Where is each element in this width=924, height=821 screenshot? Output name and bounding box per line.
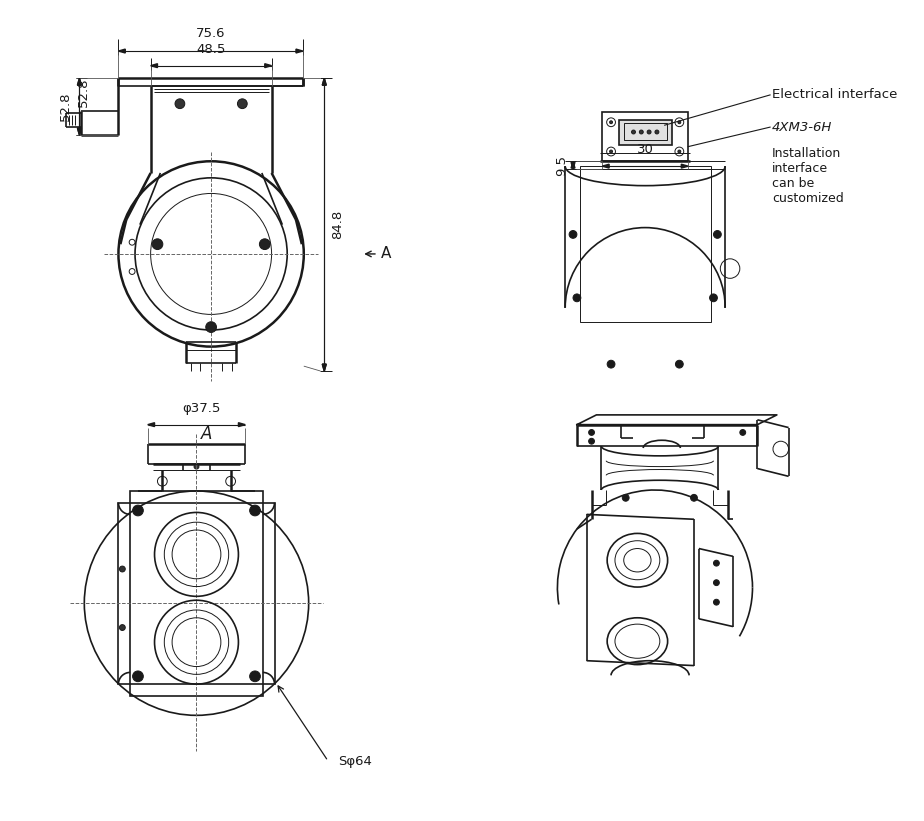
- Circle shape: [569, 231, 577, 238]
- Polygon shape: [151, 64, 157, 67]
- Text: 4XM3-6H: 4XM3-6H: [772, 121, 833, 134]
- Circle shape: [260, 239, 270, 250]
- Polygon shape: [602, 164, 609, 168]
- Circle shape: [573, 294, 581, 302]
- Circle shape: [610, 150, 613, 153]
- Circle shape: [713, 231, 722, 238]
- Polygon shape: [681, 164, 688, 168]
- Polygon shape: [265, 64, 272, 67]
- Circle shape: [655, 130, 659, 134]
- Circle shape: [249, 671, 261, 681]
- Circle shape: [194, 464, 199, 469]
- Bar: [580, 166, 711, 322]
- Circle shape: [690, 494, 698, 501]
- Circle shape: [740, 429, 746, 435]
- Circle shape: [589, 429, 594, 435]
- Text: Installation
interface
can be
customized: Installation interface can be customized: [772, 147, 844, 204]
- Bar: [118, 502, 274, 684]
- Bar: [619, 121, 672, 144]
- Circle shape: [713, 599, 720, 605]
- Circle shape: [678, 121, 681, 124]
- Circle shape: [206, 322, 216, 333]
- Bar: [602, 112, 688, 161]
- Circle shape: [710, 294, 717, 302]
- Polygon shape: [322, 365, 326, 371]
- Text: A: A: [381, 246, 391, 261]
- Polygon shape: [322, 78, 326, 85]
- Circle shape: [631, 130, 636, 134]
- Text: A: A: [201, 425, 212, 443]
- Text: φ37.5: φ37.5: [182, 402, 221, 415]
- Circle shape: [639, 130, 643, 134]
- Polygon shape: [322, 365, 326, 371]
- Text: Sφ64: Sφ64: [338, 754, 371, 768]
- Circle shape: [675, 360, 683, 368]
- Text: 52.8: 52.8: [59, 92, 72, 122]
- Polygon shape: [238, 423, 245, 427]
- Circle shape: [647, 130, 651, 134]
- Polygon shape: [322, 78, 326, 85]
- Circle shape: [678, 150, 681, 153]
- Circle shape: [713, 580, 720, 585]
- Circle shape: [249, 505, 261, 516]
- Circle shape: [119, 566, 126, 572]
- Text: 9.5: 9.5: [555, 154, 568, 176]
- Circle shape: [132, 505, 143, 516]
- Bar: [130, 491, 262, 696]
- Circle shape: [237, 99, 248, 108]
- Circle shape: [175, 99, 185, 108]
- Text: 75.6: 75.6: [196, 27, 225, 40]
- Polygon shape: [78, 128, 81, 135]
- Text: 48.5: 48.5: [197, 43, 225, 56]
- Circle shape: [589, 438, 594, 444]
- Text: 84.8: 84.8: [332, 210, 345, 239]
- Circle shape: [152, 239, 163, 250]
- Polygon shape: [78, 78, 81, 85]
- Polygon shape: [78, 78, 81, 85]
- Polygon shape: [148, 423, 154, 427]
- Circle shape: [622, 494, 629, 501]
- Circle shape: [607, 360, 615, 368]
- Polygon shape: [296, 49, 303, 53]
- Text: 30: 30: [637, 144, 653, 156]
- Polygon shape: [571, 161, 575, 168]
- Circle shape: [610, 121, 613, 124]
- Bar: [624, 123, 666, 140]
- Text: 52.8: 52.8: [77, 77, 90, 107]
- Circle shape: [119, 625, 126, 631]
- Polygon shape: [78, 128, 81, 135]
- Polygon shape: [118, 49, 126, 53]
- Circle shape: [713, 560, 720, 566]
- Polygon shape: [571, 163, 575, 169]
- Circle shape: [132, 671, 143, 681]
- Text: Electrical interface: Electrical interface: [772, 89, 897, 102]
